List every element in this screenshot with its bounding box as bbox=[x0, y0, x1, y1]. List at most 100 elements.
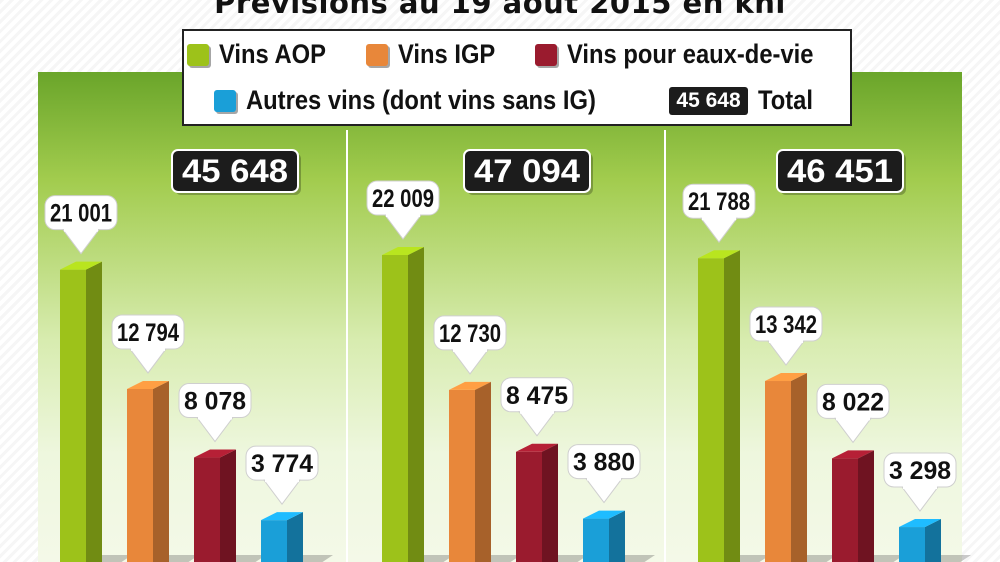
legend-label: Vins IGP bbox=[398, 39, 496, 69]
data-label: 3 774 bbox=[251, 450, 313, 478]
total-label: 47 094 bbox=[474, 153, 580, 189]
legend-label: Autres vins (dont vins sans IG) bbox=[245, 85, 596, 115]
value-callout-arrow bbox=[451, 349, 489, 375]
data-label: 21 788 bbox=[688, 188, 750, 216]
data-label: 12 794 bbox=[117, 319, 179, 347]
legend-item-autres: Autres vins (dont vins sans IG) bbox=[213, 85, 644, 116]
bar-top bbox=[899, 519, 941, 528]
bar-front bbox=[583, 518, 609, 562]
legend-label: Vins AOP bbox=[218, 39, 326, 69]
value-callout-joint bbox=[64, 227, 98, 232]
bar-top bbox=[261, 512, 303, 521]
value-callout-arrow bbox=[834, 417, 872, 444]
bar-top bbox=[698, 250, 740, 259]
bar-top bbox=[583, 510, 625, 519]
value-callout-arrow bbox=[62, 229, 100, 255]
bar-top bbox=[194, 449, 236, 458]
value-callout-arrow bbox=[196, 417, 234, 443]
bar-front bbox=[127, 388, 153, 562]
bar-side bbox=[287, 512, 303, 562]
total-label: 46 451 bbox=[787, 153, 893, 189]
bar-side bbox=[86, 261, 102, 562]
bar-front bbox=[382, 255, 408, 562]
value-callout-joint bbox=[265, 478, 299, 483]
data-label: 12 730 bbox=[439, 320, 501, 348]
bar-side bbox=[408, 247, 424, 562]
legend-swatch bbox=[213, 89, 236, 112]
total-badge bbox=[171, 149, 299, 193]
bar-top bbox=[765, 373, 807, 382]
value-callout-arrow bbox=[585, 478, 623, 504]
bar-side bbox=[791, 373, 807, 562]
data-label: 3 298 bbox=[889, 457, 951, 485]
value-callout-joint bbox=[836, 416, 870, 421]
bar-side bbox=[925, 519, 941, 562]
data-label: 8 475 bbox=[506, 382, 568, 410]
bar-top bbox=[516, 443, 558, 452]
bar-front bbox=[765, 381, 791, 562]
bar-side bbox=[220, 449, 236, 562]
value-callout-joint bbox=[702, 216, 736, 221]
value-callout-joint bbox=[587, 476, 621, 481]
value-callout-arrow bbox=[767, 340, 805, 366]
data-label: 22 009 bbox=[372, 185, 434, 213]
value-callout-arrow bbox=[263, 479, 301, 505]
value-callout-joint bbox=[198, 415, 232, 420]
legend-label: Vins pour eaux-de-vie bbox=[567, 39, 814, 69]
value-callout-arrow bbox=[518, 411, 556, 437]
bar-side bbox=[153, 380, 169, 562]
bar-top bbox=[60, 261, 102, 270]
legend-swatch bbox=[366, 43, 389, 66]
bar-side bbox=[724, 250, 740, 562]
data-label: 3 880 bbox=[573, 449, 635, 477]
total-badge bbox=[776, 149, 904, 193]
total-label: 45 648 bbox=[182, 153, 288, 189]
legend-swatch bbox=[186, 43, 209, 66]
legend-row: Autres vins (dont vins sans IG) 45 648 T… bbox=[184, 85, 850, 116]
bar-side bbox=[475, 381, 491, 562]
value-callout-joint bbox=[131, 346, 165, 351]
value-callout-joint bbox=[520, 409, 554, 414]
data-label: 8 078 bbox=[184, 388, 246, 416]
bar-side bbox=[858, 450, 874, 562]
value-callout-joint bbox=[903, 485, 937, 490]
value-callout-arrow bbox=[129, 348, 167, 374]
bar-front bbox=[60, 269, 86, 562]
bar-front bbox=[516, 451, 542, 562]
bar-front bbox=[194, 457, 220, 562]
panel-divider bbox=[664, 130, 666, 562]
legend-item-aop: Vins AOP bbox=[186, 39, 341, 70]
legend-item-total: 45 648 Total bbox=[669, 85, 820, 116]
data-label: 13 342 bbox=[755, 311, 817, 339]
value-callout-joint bbox=[386, 213, 420, 217]
value-callout-joint bbox=[453, 347, 487, 352]
data-label: 8 022 bbox=[822, 388, 884, 416]
value-callout-arrow bbox=[700, 217, 738, 244]
bar-front bbox=[698, 258, 724, 562]
bar-side bbox=[609, 510, 625, 562]
legend-row: Vins AOP Vins IGP Vins pour eaux-de-vie bbox=[184, 39, 850, 70]
bar-front bbox=[261, 520, 287, 562]
total-badge bbox=[463, 149, 591, 193]
bar-front bbox=[449, 389, 475, 562]
legend: Vins AOP Vins IGP Vins pour eaux-de-vie … bbox=[182, 29, 852, 126]
legend-item-igp: Vins IGP bbox=[366, 39, 509, 70]
panel-divider bbox=[346, 130, 348, 562]
value-callout-arrow bbox=[901, 486, 939, 512]
bar-top bbox=[127, 380, 169, 389]
bar-front bbox=[832, 458, 858, 562]
bar-side bbox=[542, 443, 558, 562]
value-callout-joint bbox=[769, 339, 803, 344]
legend-label: Total bbox=[757, 85, 813, 115]
chart-title: Prévisions au 19 août 2015 en khl bbox=[214, 0, 786, 20]
bar-top bbox=[382, 247, 424, 255]
value-callout-arrow bbox=[384, 214, 422, 240]
legend-total-sample: 45 648 bbox=[669, 86, 748, 115]
legend-swatch bbox=[535, 43, 557, 66]
bar-front bbox=[899, 527, 925, 562]
bar-top bbox=[449, 381, 491, 390]
legend-item-eaux-de-vie: Vins pour eaux-de-vie bbox=[535, 39, 847, 70]
data-label: 21 001 bbox=[50, 200, 112, 228]
bar-top bbox=[832, 450, 874, 459]
